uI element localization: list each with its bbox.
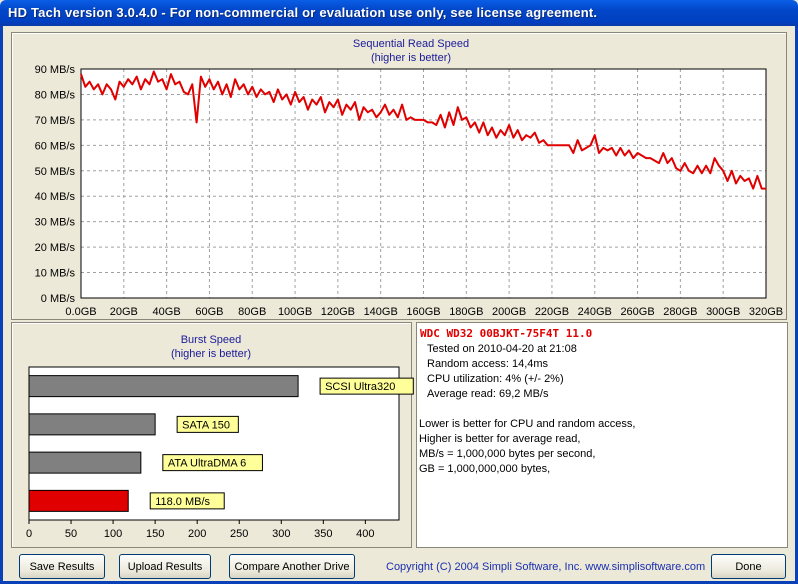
save-results-button[interactable]: Save Results [19,554,105,579]
note-line: MB/s = 1,000,000 bytes per second, [419,448,596,460]
average-read: Average read: 69,2 MB/s [427,388,549,400]
compare-another-drive-button[interactable]: Compare Another Drive [229,554,355,579]
burst-chart-title-text: Burst Speed [180,334,242,346]
done-button[interactable]: Done [711,554,786,579]
read-speed-panel [11,32,787,320]
copyright-text: Copyright (C) 2004 Simpli Software, Inc.… [386,561,706,573]
random-access: Random access: 14,4ms [427,358,549,370]
note-line: Higher is better for average read, [419,433,581,445]
window-frame [0,26,798,584]
cpu-utilization: CPU utilization: 4% (+/- 2%) [427,373,564,385]
note-line: GB = 1,000,000,000 bytes, [419,463,551,475]
title-bar[interactable]: HD Tach version 3.0.4.0 - For non-commer… [0,0,798,26]
tested-on: Tested on 2010-04-20 at 21:08 [427,343,577,355]
note-line: Lower is better for CPU and random acces… [419,418,636,430]
window-title: HD Tach version 3.0.4.0 - For non-commer… [8,5,598,20]
drive-model: WDC WD32 00BJKT-75F4T 11.0 [420,327,593,340]
burst-chart-title: Burst Speed (higher is better) [111,333,311,361]
drive-info-panel: WDC WD32 00BJKT-75F4T 11.0 Tested on 201… [416,322,788,548]
read-chart-title: Sequential Read Speed (higher is better) [311,37,511,65]
upload-results-button[interactable]: Upload Results [119,554,211,579]
burst-chart-subtitle: (higher is better) [170,348,252,360]
read-chart-subtitle: (higher is better) [370,52,452,64]
read-chart-title-text: Sequential Read Speed [352,38,470,50]
